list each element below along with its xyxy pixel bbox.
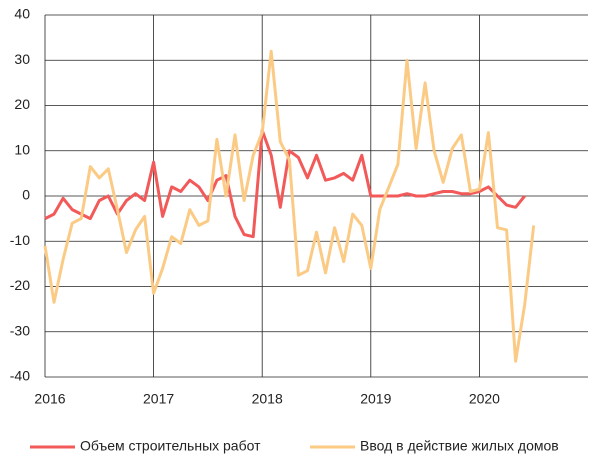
y-tick-label: 20 [14,96,30,112]
legend-label: Объем строительных работ [80,438,261,454]
x-tick-label: 2018 [252,391,283,407]
x-tick-label: 2019 [360,391,391,407]
y-tick-label: -20 [10,277,30,293]
y-tick-label: -30 [10,322,30,338]
x-tick-label: 2020 [469,391,500,407]
y-tick-label: 40 [14,6,30,22]
y-tick-label: 10 [14,141,30,157]
x-tick-label: 2016 [34,391,65,407]
y-tick-label: -10 [10,232,30,248]
legend-label: Ввод в действие жилых домов [360,438,559,454]
y-tick-label: 0 [22,187,30,203]
y-tick-label: 30 [14,51,30,67]
y-tick-label: -40 [10,368,30,384]
x-tick-label: 2017 [143,391,174,407]
series-line [44,128,526,239]
series-line [43,49,536,363]
